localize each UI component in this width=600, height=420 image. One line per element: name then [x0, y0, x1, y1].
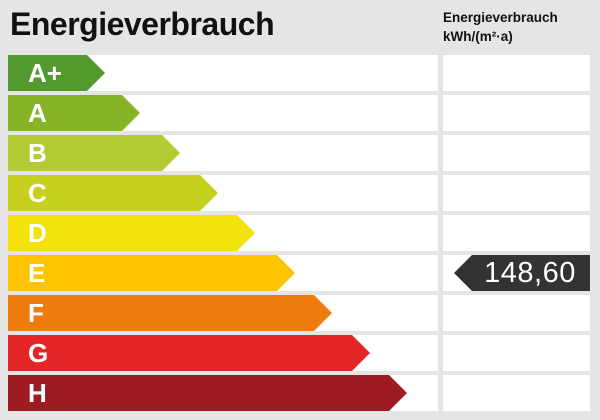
energy-band-row: D	[0, 215, 600, 251]
band-letter: C	[28, 178, 47, 208]
unit-header-title: Energieverbrauch	[443, 10, 558, 25]
value-badge: 148,60	[454, 255, 590, 291]
band-arrow: B	[8, 135, 180, 171]
band-letter: G	[28, 338, 49, 368]
band-arrow: A	[8, 95, 140, 131]
energy-band-row: C	[0, 175, 600, 211]
energy-band-row: B	[0, 135, 600, 171]
value-cell	[443, 135, 590, 171]
band-track: A+	[8, 55, 438, 91]
band-letter: A	[28, 98, 47, 128]
energy-band-row: E 148,60	[0, 255, 600, 291]
value-cell	[443, 295, 590, 331]
energy-band-row: H	[0, 375, 600, 411]
page-title: Energieverbrauch	[10, 6, 275, 42]
value-cell	[443, 335, 590, 371]
band-arrow: H	[8, 375, 407, 411]
band-letter: F	[28, 298, 44, 328]
band-arrow: G	[8, 335, 370, 371]
band-track: H	[8, 375, 438, 411]
energy-band-row: F	[0, 295, 600, 331]
band-letter: B	[28, 138, 47, 168]
band-track: D	[8, 215, 438, 251]
band-letter: A+	[28, 58, 62, 88]
energy-band-row: G	[0, 335, 600, 371]
value-cell	[443, 175, 590, 211]
band-arrow: E	[8, 255, 295, 291]
band-track: C	[8, 175, 438, 211]
energy-scale: A+ A B C	[0, 55, 600, 415]
band-arrow: A+	[8, 55, 105, 91]
value-badge-text: 148,60	[484, 256, 576, 289]
value-cell	[443, 375, 590, 411]
value-cell	[443, 95, 590, 131]
band-track: G	[8, 335, 438, 371]
energy-band-row: A	[0, 95, 600, 131]
band-arrow: F	[8, 295, 332, 331]
band-arrow: C	[8, 175, 218, 211]
energy-band-row: A+	[0, 55, 600, 91]
value-cell: 148,60	[443, 255, 590, 291]
band-track: A	[8, 95, 438, 131]
band-letter: H	[28, 378, 47, 408]
band-letter: E	[28, 258, 46, 288]
value-cell	[443, 215, 590, 251]
unit-header-unit: kWh/(m²·a)	[443, 29, 513, 44]
band-track: F	[8, 295, 438, 331]
band-letter: D	[28, 218, 47, 248]
band-track: E	[8, 255, 438, 291]
band-track: B	[8, 135, 438, 171]
value-cell	[443, 55, 590, 91]
band-arrow: D	[8, 215, 255, 251]
unit-header: Energieverbrauch kWh/(m²·a)	[443, 8, 558, 46]
